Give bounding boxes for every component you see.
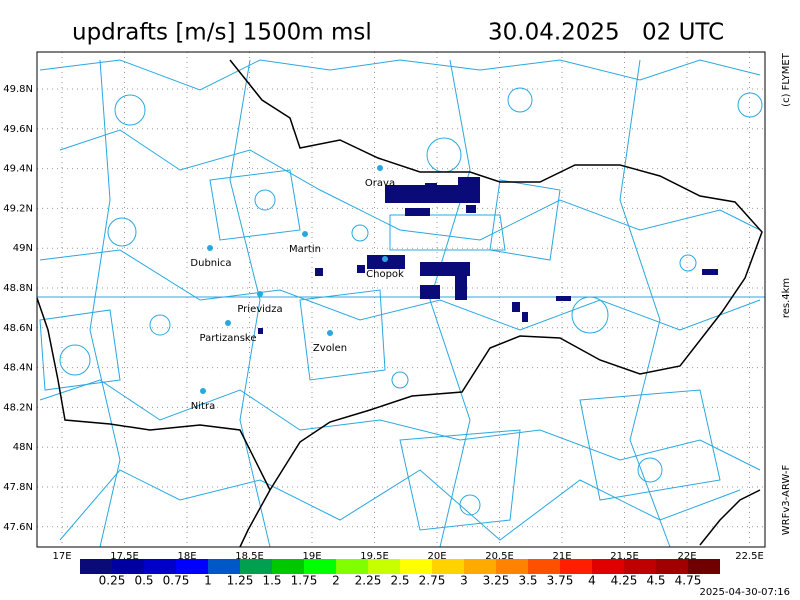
lon-label: 21.5E bbox=[610, 551, 639, 562]
colorbar-swatch bbox=[304, 559, 336, 574]
city-label: Prievidza bbox=[237, 304, 282, 315]
colorbar-swatch bbox=[688, 559, 720, 574]
colorbar-label: 0.5 bbox=[134, 574, 153, 588]
colorbar-label: 2.75 bbox=[419, 574, 446, 588]
colorbar-swatch bbox=[336, 559, 368, 574]
title: updrafts [m/s] 1500m msl bbox=[72, 20, 372, 46]
lon-label: 18E bbox=[177, 551, 196, 562]
colorbar-label: 3 bbox=[460, 574, 468, 588]
colorbar-label: 4.5 bbox=[646, 574, 665, 588]
colorbar-swatch bbox=[240, 559, 272, 574]
colorbar-swatch bbox=[144, 559, 176, 574]
lon-label: 21E bbox=[552, 551, 571, 562]
updraft-areas bbox=[258, 177, 718, 334]
colorbar-swatch bbox=[80, 559, 112, 574]
lon-label: 20E bbox=[427, 551, 446, 562]
model: WRFv3-ARW-F bbox=[781, 465, 792, 536]
colorbar-label: 3.25 bbox=[483, 574, 510, 588]
copyright: (c) FLYMET bbox=[781, 52, 792, 107]
lon-label: 18.5E bbox=[235, 551, 264, 562]
lon-label: 19E bbox=[302, 551, 321, 562]
timestamp: 2025-04-30-07:16 bbox=[699, 587, 790, 598]
lat-label: 48.8N bbox=[3, 283, 33, 294]
colorbar-label: 4.25 bbox=[611, 574, 638, 588]
colorbar-swatch bbox=[368, 559, 400, 574]
colorbar-label: 4 bbox=[588, 574, 596, 588]
city-label: Orava bbox=[365, 178, 395, 189]
lat-label: 49.2N bbox=[3, 203, 33, 214]
colorbar-label: 1.25 bbox=[227, 574, 254, 588]
lat-label: 47.8N bbox=[3, 482, 33, 493]
lon-label: 20.5E bbox=[485, 551, 514, 562]
lon-label: 19.5E bbox=[360, 551, 389, 562]
colorbar-swatch bbox=[272, 559, 304, 574]
city-label: Martin bbox=[289, 244, 321, 255]
colorbar-swatch bbox=[496, 559, 528, 574]
city-label: Dubnica bbox=[190, 258, 231, 269]
lat-label: 49.4N bbox=[3, 164, 33, 175]
lat-label: 49N bbox=[13, 243, 33, 254]
colorbar-label: 1.75 bbox=[291, 574, 318, 588]
city-label: Zvolen bbox=[313, 343, 347, 354]
city-label: Nitra bbox=[191, 401, 215, 412]
map-frame bbox=[36, 51, 766, 548]
time: 02 UTC bbox=[642, 20, 724, 46]
airspace bbox=[37, 59, 765, 548]
resolution: res.4km bbox=[781, 278, 792, 318]
colorbar-swatch bbox=[400, 559, 432, 574]
city-label: Chopok bbox=[366, 269, 404, 280]
colorbar-swatch bbox=[592, 559, 624, 574]
country-borders bbox=[36, 59, 763, 548]
colorbar-label: 2 bbox=[332, 574, 340, 588]
lat-label: 48N bbox=[13, 442, 33, 453]
colorbar-label: 1.5 bbox=[262, 574, 281, 588]
lat-label: 48.4N bbox=[3, 363, 33, 374]
lat-label: 49.8N bbox=[3, 84, 33, 95]
colorbar-label: 1 bbox=[204, 574, 212, 588]
colorbar-label: 0.75 bbox=[163, 574, 190, 588]
colorbar-swatch bbox=[464, 559, 496, 574]
lat-label: 49.6N bbox=[3, 124, 33, 135]
colorbar-swatch bbox=[624, 559, 656, 574]
colorbar: 0.25 0.5 0.75 1 1.25 1.5 1.75 2 2.25 2.5 2.75 3 3.25… bbox=[80, 559, 720, 588]
lat-label: 48.6N bbox=[3, 323, 33, 334]
lat-label: 47.6N bbox=[3, 522, 33, 533]
colorbar-swatch bbox=[176, 559, 208, 574]
lon-label: 17.5E bbox=[110, 551, 139, 562]
grid bbox=[37, 52, 765, 547]
colorbar-label: 0.25 bbox=[99, 574, 126, 588]
lon-label: 22.5E bbox=[735, 551, 764, 562]
lon-label: 17E bbox=[52, 551, 71, 562]
colorbar-label: 2.5 bbox=[390, 574, 409, 588]
colorbar-label: 3.5 bbox=[518, 574, 537, 588]
colorbar-swatch bbox=[656, 559, 688, 574]
colorbar-swatch bbox=[528, 559, 560, 574]
city-label: Partizanske bbox=[199, 333, 256, 344]
colorbar-label: 4.75 bbox=[675, 574, 702, 588]
lon-label: 22E bbox=[677, 551, 696, 562]
lat-label: 48.2N bbox=[3, 402, 33, 413]
colorbar-swatch bbox=[208, 559, 240, 574]
cities bbox=[200, 165, 388, 394]
colorbar-swatch bbox=[112, 559, 144, 574]
colorbar-swatch bbox=[560, 559, 592, 574]
colorbar-label: 2.25 bbox=[355, 574, 382, 588]
date: 30.04.2025 bbox=[488, 20, 620, 46]
colorbar-label: 3.75 bbox=[547, 574, 574, 588]
colorbar-swatch bbox=[432, 559, 464, 574]
